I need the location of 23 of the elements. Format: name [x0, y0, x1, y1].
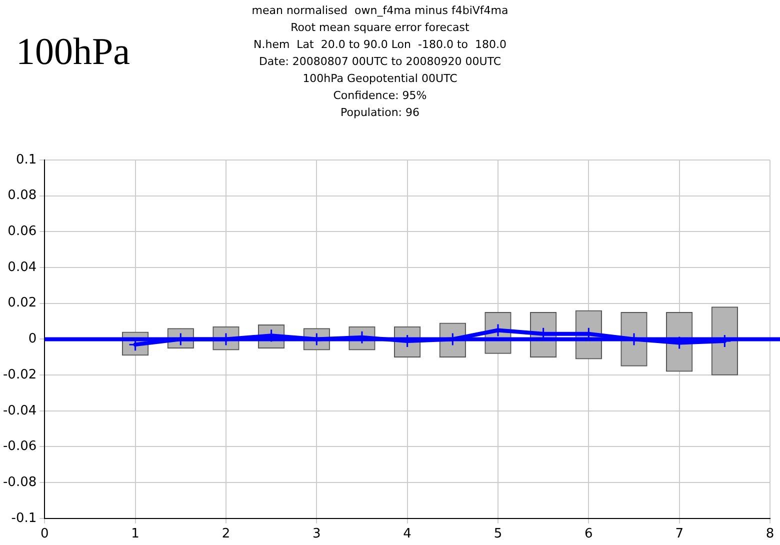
chart-subtitle: Root mean square error forecast N.hem Lat 20.0 to 90.0 Lon -180.0 to 180.0 Date: 20080807 00UTC to 20080920 00UTC 100hPa Geopotential 00UTC Confidence: 95% Population: 96: [252, 20, 508, 121]
y-tick-label: 0.08: [8, 188, 37, 204]
x-tick-label: 5: [494, 526, 502, 542]
y-tick-label: -0.02: [2, 367, 37, 382]
x-tick-label: 0: [40, 526, 49, 542]
y-tick-label: 0.1: [16, 152, 37, 168]
y-tick-label: -0.06: [2, 439, 37, 454]
text: 100hPa: [16, 30, 130, 74]
y-tick-label: 0.02: [8, 296, 37, 311]
y-tick-label: -0.1: [11, 510, 37, 526]
x-tick-label: 4: [403, 526, 412, 542]
x-tick-label: 3: [312, 526, 321, 542]
x-tick-label: 8: [766, 526, 774, 542]
y-tick-label: 0.06: [8, 224, 37, 240]
x-tick-label: 6: [584, 526, 593, 542]
x-tick-label: 7: [675, 526, 684, 542]
y-tick-label: -0.04: [2, 403, 37, 418]
y-tick-label: 0.04: [8, 260, 37, 275]
x-tick-label: 1: [131, 526, 140, 542]
x-tick-label: 2: [222, 526, 230, 542]
y-tick-label: -0.08: [2, 474, 37, 490]
y-tick-label: 0: [28, 332, 37, 347]
chart-title: mean normalised own_f4ma minus f4biVf4ma: [250, 3, 510, 19]
